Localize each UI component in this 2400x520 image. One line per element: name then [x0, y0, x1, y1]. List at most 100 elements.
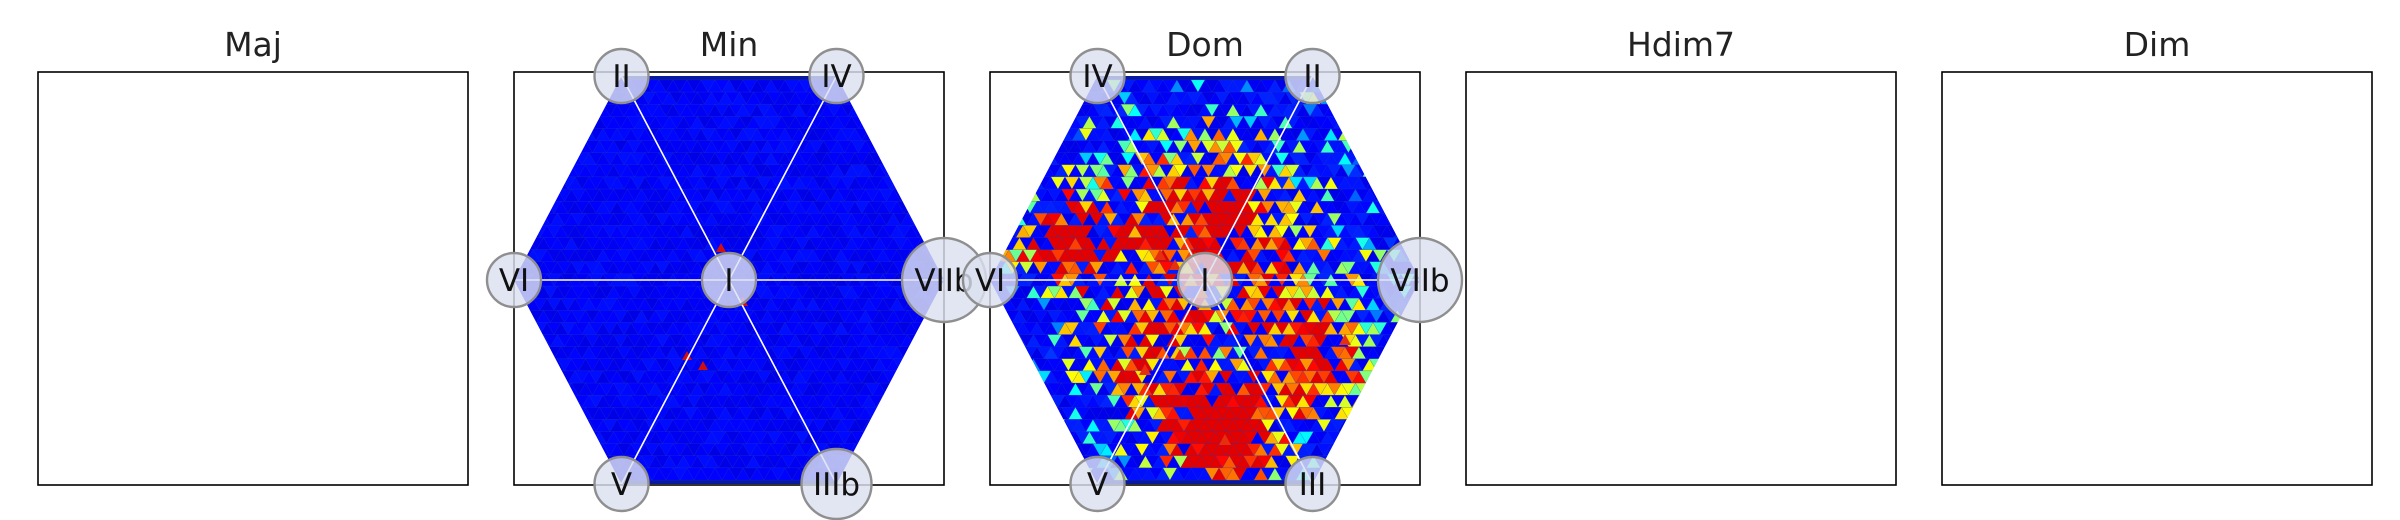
node-circle	[485, 251, 543, 309]
heatmap-hot-cell	[1174, 349, 1186, 360]
heatmap-cell	[938, 419, 944, 433]
heatmap-cell	[1036, 467, 1052, 481]
heatmap-cell	[1008, 370, 1024, 384]
heatmap-cell	[711, 237, 726, 251]
heatmap-cell	[553, 443, 569, 457]
heatmap-cell	[514, 176, 520, 190]
heatmap-cell	[1372, 394, 1388, 408]
heatmap-cell	[990, 115, 999, 129]
heatmap-cell	[1344, 467, 1360, 481]
heatmap-cell	[1047, 91, 1062, 105]
heatmap-cell	[1019, 261, 1034, 275]
heatmap-cell	[991, 407, 1006, 420]
heatmap-cell	[532, 200, 548, 214]
heatmap-cell	[1285, 407, 1300, 420]
heatmap-cell	[557, 455, 572, 469]
heatmap-cell	[1411, 431, 1420, 445]
heatmap-cell	[917, 467, 933, 481]
heatmap-cell	[1057, 103, 1073, 117]
heatmap-cell	[935, 213, 944, 226]
heatmap-cell	[1299, 261, 1314, 275]
heatmap-cell	[882, 419, 898, 433]
heatmap-cell	[514, 443, 520, 457]
heatmap-cell	[903, 394, 919, 408]
heatmap-cell	[529, 91, 544, 105]
heatmap-cell	[1383, 382, 1398, 396]
heatmap-cell	[1187, 237, 1202, 251]
heatmap-cell	[1040, 115, 1055, 129]
heatmap-cell	[994, 176, 1010, 190]
heatmap-cell	[889, 79, 905, 93]
heatmap-cell	[1372, 467, 1388, 481]
heatmap-cell	[938, 128, 944, 142]
heatmap-cell	[1001, 79, 1017, 93]
heatmap-cell	[1229, 237, 1244, 251]
heatmap-cell	[990, 346, 996, 360]
heatmap-cell	[907, 91, 922, 105]
heatmap-cell	[560, 443, 576, 457]
heatmap-cell	[553, 467, 569, 481]
heatmap-cell	[1173, 140, 1188, 154]
heatmap-cell	[599, 358, 614, 372]
heatmap-cell	[1022, 370, 1038, 384]
heatmap-cell	[498, 322, 512, 334]
heatmap-cell	[1358, 152, 1374, 166]
heatmap-cell	[1215, 358, 1230, 372]
heatmap-cell	[935, 358, 944, 372]
heatmap-cell	[1341, 431, 1356, 445]
heatmap-cell	[1054, 115, 1069, 129]
heatmap-cell	[1012, 164, 1027, 178]
heatmap-cell	[889, 443, 905, 457]
heatmap-cell	[938, 322, 944, 336]
heatmap-cell	[907, 358, 922, 372]
heatmap-cell	[641, 237, 656, 251]
heatmap-cell	[567, 443, 583, 457]
heatmap-cell	[543, 407, 558, 420]
heatmap-cell	[1344, 128, 1360, 142]
heatmap-cell	[641, 407, 656, 420]
heatmap-cell	[1348, 115, 1363, 129]
heatmap-cell	[1015, 370, 1031, 384]
heatmap-cell	[865, 310, 880, 323]
heatmap-cell	[522, 358, 537, 372]
heatmap-cell	[613, 237, 628, 251]
heatmap-cell	[1404, 164, 1419, 178]
heatmap-cell	[882, 443, 898, 457]
node-circle	[808, 47, 865, 105]
heatmap-cell	[711, 140, 726, 154]
heatmap-cell	[1047, 455, 1062, 469]
heatmap-cell	[1393, 127, 1409, 141]
heatmap-cell	[1061, 188, 1076, 202]
heatmap-cell	[851, 407, 866, 420]
heatmap-cell	[627, 261, 642, 275]
node-label: IIIb	[813, 467, 860, 503]
heatmap-cell	[1043, 127, 1059, 141]
heatmap-cell	[1201, 407, 1216, 420]
heatmap-cell	[928, 91, 943, 105]
heatmap-cell	[879, 188, 894, 202]
heatmap-cell	[1330, 103, 1346, 117]
heatmap-cell	[1026, 455, 1041, 469]
heatmap-cell	[1257, 140, 1272, 154]
heatmap-cell	[1012, 115, 1027, 129]
heatmap-cell	[539, 467, 555, 481]
heatmap-cell	[711, 455, 726, 469]
heatmap-cell	[546, 152, 562, 166]
heatmap-cell	[518, 128, 534, 142]
heatmap-cell	[1173, 455, 1188, 469]
heatmap-cell	[1393, 176, 1409, 190]
heatmap-cell	[938, 467, 944, 481]
heatmap-cell	[1064, 103, 1080, 117]
heatmap-cell	[514, 346, 520, 360]
node-label: V	[611, 467, 632, 503]
heatmap-cell	[1005, 334, 1020, 348]
heatmap-cell	[518, 200, 534, 214]
heatmap-cell	[910, 176, 926, 190]
heatmap-cell	[1390, 212, 1405, 226]
heatmap-cell	[914, 382, 929, 396]
heatmap-cell	[574, 103, 590, 117]
heatmap-cell	[514, 370, 520, 384]
heatmap-cell	[1015, 152, 1031, 166]
heatmap-cell	[1404, 91, 1419, 105]
heatmap-cell	[994, 128, 1010, 142]
